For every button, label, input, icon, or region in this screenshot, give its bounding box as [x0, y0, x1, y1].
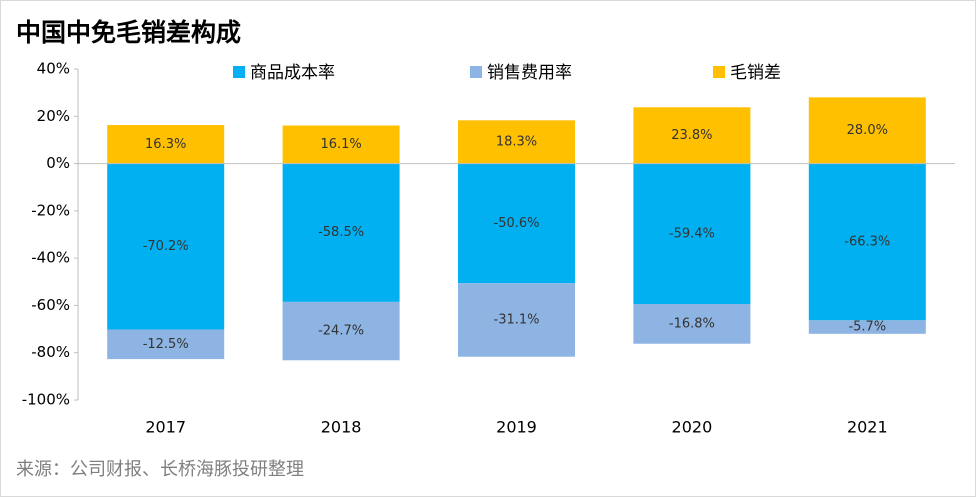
- y-tick-label: 0%: [46, 154, 70, 172]
- x-tick-label: 2021: [847, 418, 888, 437]
- x-tick-label: 2020: [672, 418, 713, 437]
- bar-segment: [458, 163, 575, 284]
- bar-segment: [808, 97, 926, 164]
- bar-segment: [107, 125, 225, 164]
- data-label: -31.1%: [494, 312, 540, 327]
- data-label: -58.5%: [318, 225, 364, 240]
- y-tick-label: -80%: [31, 343, 70, 361]
- bar-segment: [458, 120, 575, 164]
- bar-segment: [633, 304, 751, 344]
- data-label: -50.6%: [494, 216, 540, 231]
- bar-segment: [107, 329, 225, 360]
- bar-segment: [458, 283, 575, 357]
- legend-swatch: [233, 66, 245, 78]
- chart-title: 中国中免毛销差构成: [16, 18, 241, 47]
- data-label: -66.3%: [844, 234, 890, 249]
- y-tick-label: 40%: [37, 60, 70, 78]
- bar-segment: [107, 163, 225, 330]
- data-label: -24.7%: [318, 324, 364, 339]
- legend-swatch: [470, 66, 482, 78]
- bar-segment: [633, 107, 751, 164]
- data-label: -5.7%: [848, 320, 886, 335]
- bar-segment: [282, 301, 400, 361]
- x-tick-label: 2019: [496, 418, 537, 437]
- legend-label: 毛销差: [730, 63, 781, 83]
- legend-label: 销售费用率: [487, 63, 572, 83]
- data-label: -16.8%: [669, 316, 715, 331]
- bar-segment: [808, 320, 926, 334]
- data-label: -12.5%: [143, 337, 189, 352]
- data-label: -70.2%: [143, 239, 189, 254]
- source-note: 来源：公司财报、长桥海豚投研整理: [16, 459, 304, 480]
- y-tick-label: 20%: [37, 107, 70, 125]
- data-label: -59.4%: [669, 226, 715, 241]
- bar-segment: [282, 125, 400, 164]
- y-tick-label: -20%: [31, 201, 70, 219]
- x-tick-label: 2017: [145, 418, 186, 437]
- data-label: 16.1%: [320, 137, 361, 152]
- legend-swatch: [713, 66, 725, 78]
- data-label: 28.0%: [847, 123, 888, 138]
- y-tick-label: -100%: [22, 391, 70, 409]
- x-tick-label: 2018: [321, 418, 362, 437]
- legend-label: 商品成本率: [250, 63, 335, 83]
- y-tick-label: -40%: [31, 249, 70, 267]
- data-label: 18.3%: [496, 134, 537, 149]
- bar-segment: [808, 163, 926, 321]
- bar-segment: [282, 163, 400, 302]
- data-label: 23.8%: [671, 128, 712, 143]
- bar-segment: [633, 163, 751, 305]
- y-tick-label: -60%: [31, 296, 70, 314]
- data-label: 16.3%: [145, 137, 186, 152]
